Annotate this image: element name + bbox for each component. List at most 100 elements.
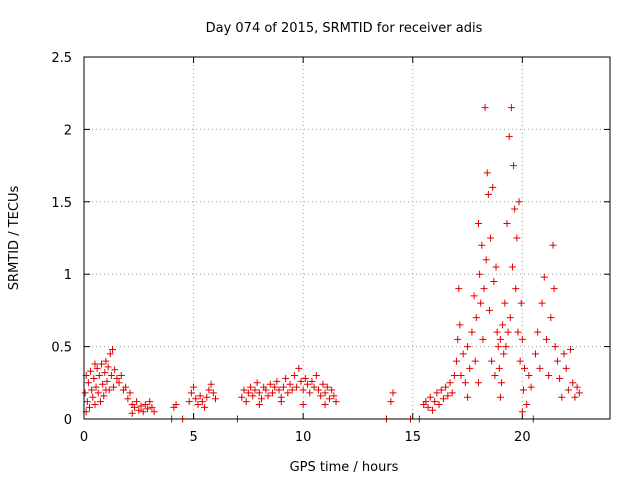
data-point [461,379,469,387]
data-point [517,299,525,307]
data-point [448,389,456,397]
data-point [282,374,290,382]
data-point [507,104,515,112]
data-point [107,372,115,380]
data-point [93,364,101,372]
data-point [518,408,526,416]
data-point [549,241,557,249]
data-point [301,374,309,382]
data-point [516,357,524,365]
data-point [308,377,316,385]
data-point [498,379,506,387]
data-point [255,401,263,409]
data-point [81,389,89,397]
data-point [286,380,294,388]
data-point [293,383,301,391]
data-point [538,299,546,307]
data-point [493,328,501,336]
data-point [556,374,564,382]
data-point [244,389,252,397]
data-point [482,256,490,264]
data-point [212,395,219,403]
data-point [290,372,298,380]
y-axis-label: SRMTID / TECUs [7,186,22,291]
data-point [247,383,255,391]
data-point [545,372,553,380]
data-point [91,360,99,368]
data-point [94,389,102,397]
data-point [312,372,320,380]
data-point [148,403,156,411]
data-point [457,372,465,380]
data-point [472,314,480,322]
data-point [251,386,259,394]
data-point [503,220,511,228]
data-point [90,374,98,382]
y-tick-label: 2 [64,123,72,138]
data-point [450,372,458,380]
data-point [476,270,484,278]
data-point [481,104,489,112]
data-point [575,389,583,397]
data-point [510,162,518,170]
data-point [89,393,97,401]
data-point [499,321,507,329]
data-point [117,372,125,380]
data-point [490,277,498,285]
data-point [540,273,548,281]
data-point [477,299,485,307]
data-point [444,392,452,400]
data-point [110,383,118,391]
data-point [523,401,531,409]
data-point [297,377,305,385]
data-point [198,398,206,406]
data-point [266,380,274,388]
data-point [88,386,96,394]
data-point [431,398,439,406]
data-point [104,363,112,371]
data-point [502,343,510,351]
data-point [330,392,338,400]
data-point [505,133,513,141]
x-tick-label: 20 [514,430,531,445]
data-point [264,392,272,400]
data-point [203,393,211,401]
data-point [135,406,143,414]
x-tick-label: 0 [80,430,88,445]
data-point [479,335,487,343]
data-point [275,386,283,394]
data-point [480,285,488,293]
data-point [99,380,107,388]
y-tick-label: 0.5 [51,341,72,356]
data-point [478,241,486,249]
data-point [483,169,491,177]
data-point [106,350,114,358]
data-point [525,372,533,380]
data-point [521,364,529,372]
data-point [194,401,202,409]
data-point [141,401,149,409]
data-point [85,403,93,411]
data-point [496,335,504,343]
data-point [299,386,307,394]
data-point [315,386,323,394]
data-point [558,393,566,401]
data-point [172,401,180,409]
data-point [137,402,145,410]
data-point [108,345,116,353]
grid [84,57,610,419]
x-tick-label: 5 [189,430,197,445]
y-tick-label: 1 [64,268,72,283]
chart-title: Day 074 of 2015, SRMTID for receiver adi… [206,21,483,36]
x-axis-label: GPS time / hours [290,460,399,475]
data-point [271,383,279,391]
data-point [506,314,514,322]
data-point [240,386,248,394]
data-point [484,191,492,199]
data-point [496,393,504,401]
data-point [238,393,246,401]
data-point [130,403,138,411]
data-point [456,321,464,329]
data-point [299,401,307,409]
data-point [242,398,250,406]
